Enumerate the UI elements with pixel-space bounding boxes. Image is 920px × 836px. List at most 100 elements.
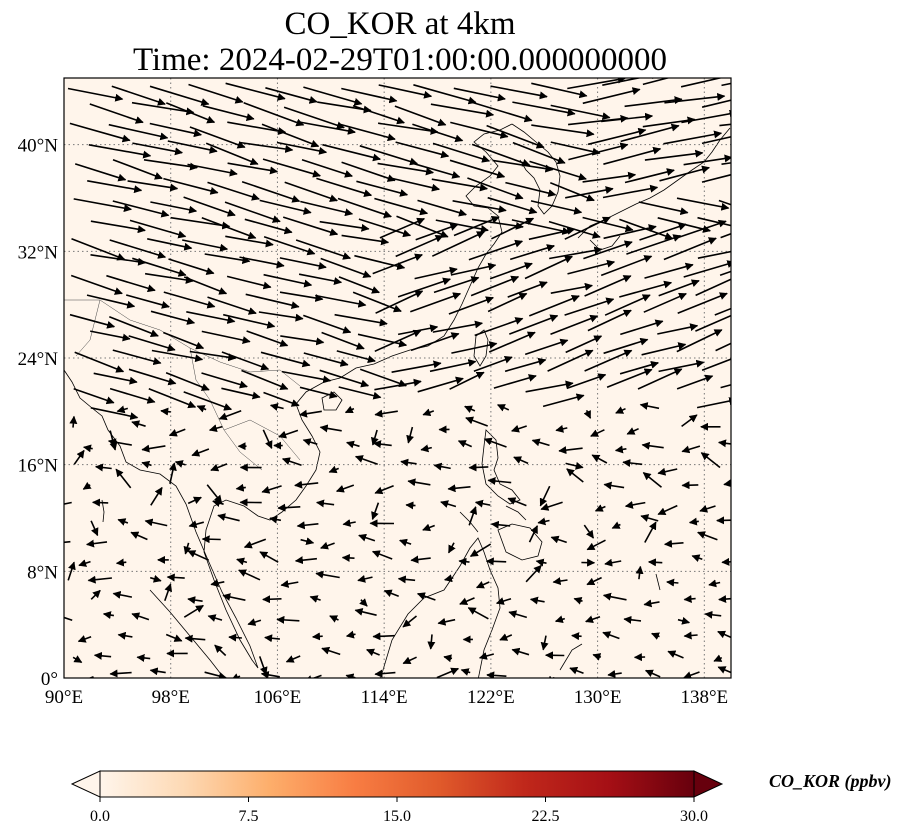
wind-vector-arrow [680,78,731,88]
wind-vector-arrow [566,468,584,483]
wind-vector-arrow [473,355,513,372]
wind-vector-arrow [509,244,555,261]
wind-vector-arrow [130,531,148,541]
wind-vector-arrow [505,181,557,197]
wind-vector-arrow [358,218,412,238]
wind-vector-arrow [547,349,594,372]
wind-vector-arrow [717,666,731,674]
wind-vector-arrow [537,517,550,526]
wind-vector-arrow [281,370,332,384]
wind-vector-arrow [72,655,83,664]
wind-vector-arrow [410,161,461,179]
wind-vector-arrow [174,460,186,468]
wind-vector-arrow [230,673,241,678]
wind-vector-arrow [378,84,433,99]
wind-vector-arrow [73,387,115,405]
wind-vector-arrow [303,86,363,106]
wind-vector-arrow [377,162,434,176]
wind-vector-arrow [664,539,684,548]
wind-vector-arrow [264,634,280,643]
wind-vector-arrow [150,486,163,506]
wind-vector-arrow [688,517,699,526]
wind-vector-arrow [93,372,138,385]
wind-vector-arrow [262,595,282,604]
wind-vector-arrow [414,266,458,280]
wind-vector-arrow [149,574,162,583]
wind-vector-arrow [444,574,454,583]
wind-vector-arrow [143,159,198,171]
wind-vector-arrow [657,323,699,335]
wind-vector-arrow [468,506,478,526]
wind-vector-arrow [303,314,352,334]
wind-vector-arrow [584,349,633,372]
y-tick-label: 16°N [18,456,59,477]
wind-vector-arrow [64,540,71,544]
wind-vector-arrow [639,402,660,410]
wind-vector-arrow [735,281,775,295]
wind-vector-arrow [664,92,726,104]
wind-vector-arrow [328,465,339,474]
wind-vector-arrow [300,537,315,546]
wind-vector-arrow [715,342,731,352]
wind-vector-arrow [658,279,700,297]
wind-vector-arrow [338,386,382,400]
wind-vector-arrow [342,519,356,527]
wind-vector-arrow [450,262,497,276]
wind-vector-arrow [611,521,621,529]
wind-vector-arrow [212,499,224,507]
wind-vector-arrow [540,501,563,511]
wind-vector-arrow [691,554,703,563]
y-tick-label: 0° [41,669,58,690]
wind-vector-arrow [550,182,595,202]
wind-vector-arrow [639,222,687,241]
wind-vector-arrow [583,409,592,419]
wind-vector-arrow [150,201,198,214]
wind-vector-arrow [354,254,406,270]
mindanao-coastline [497,523,543,561]
wind-vector-arrow [260,351,311,368]
colorbar-max-extend [693,770,724,798]
wind-vector-arrow [341,161,396,182]
wind-vector-arrow [600,255,653,277]
wind-vector-arrow [583,524,595,539]
wind-vector-arrow [279,291,324,302]
wind-vector-arrow [735,248,782,257]
wind-vector-arrow [238,569,261,581]
wind-vector-arrow [228,633,242,642]
wind-vector-arrow [699,504,716,513]
wind-vector-arrow [540,635,549,651]
colorbar-min-extend [70,770,101,798]
wind-vector-arrow [564,297,615,316]
wind-vector-arrow [352,291,402,313]
wind-vector-arrow [239,256,285,269]
wind-vector-arrow [643,599,660,608]
wind-vector-arrow [736,93,796,104]
wind-vector-arrow [164,583,173,602]
wind-vector-arrow [412,123,464,143]
wind-vector-arrow [470,275,520,297]
wind-vector-arrow [301,159,353,178]
wind-vector-arrow [377,122,439,135]
wind-vector-arrow [470,101,533,123]
wind-vector-arrow [569,666,584,675]
wind-vector-arrow [107,438,132,447]
wind-vector-arrow [465,416,488,427]
wind-vector-arrow [71,237,126,261]
wind-vector-arrow [269,515,282,524]
wind-vector-arrow [90,220,146,234]
wind-vector-arrow [564,216,611,240]
wind-vector-arrow [352,104,405,125]
wind-vector-arrow [486,124,545,149]
wind-vector-arrow [504,357,547,373]
wind-vector-arrow [400,458,417,467]
y-tick-label: 8°N [27,562,58,583]
wind-vector-arrow [148,388,197,409]
wind-vector-arrow [217,513,240,522]
wind-vector-arrow [487,477,512,485]
wind-vector-arrow [70,274,123,295]
x-tick-label: 122°E [467,687,515,708]
wind-vector-arrow [565,335,603,354]
y-tick-label: 24°N [18,349,59,370]
wind-vector-arrow [227,121,287,136]
